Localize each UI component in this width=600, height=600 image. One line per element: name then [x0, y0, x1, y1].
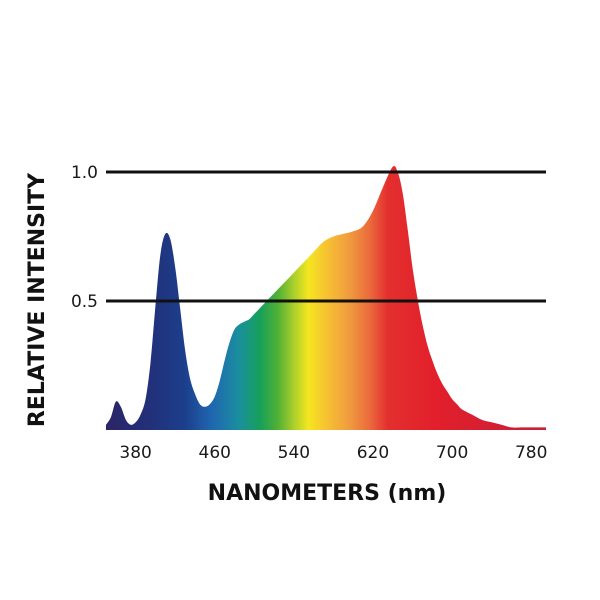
y-tick-labels: 0.5 1.0 — [71, 163, 98, 312]
spectrum-area-layer — [106, 165, 546, 431]
x-tick-label: 780 — [515, 443, 547, 463]
x-axis-title: NANOMETERS (nm) — [208, 481, 447, 506]
x-tick-label: 700 — [436, 443, 468, 463]
spectrum-area — [106, 165, 546, 431]
y-tick-label: 1.0 — [71, 163, 98, 183]
x-tick-label: 540 — [278, 443, 310, 463]
x-tick-label: 380 — [119, 443, 151, 463]
x-tick-label: 620 — [357, 443, 389, 463]
x-tick-labels: 380 460 540 620 700 780 — [119, 443, 547, 463]
x-tick-label: 460 — [199, 443, 231, 463]
y-tick-label: 0.5 — [71, 292, 98, 312]
gridlines — [106, 170, 546, 303]
y-axis-title: RELATIVE INTENSITY — [25, 172, 50, 427]
